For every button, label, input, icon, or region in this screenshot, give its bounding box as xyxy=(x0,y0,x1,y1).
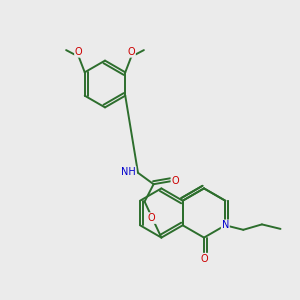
Text: O: O xyxy=(75,47,82,57)
Text: O: O xyxy=(128,47,135,57)
Text: O: O xyxy=(200,254,208,264)
Text: O: O xyxy=(171,176,179,186)
Text: NH: NH xyxy=(121,167,136,177)
Text: O: O xyxy=(148,213,156,223)
Text: N: N xyxy=(222,220,229,230)
